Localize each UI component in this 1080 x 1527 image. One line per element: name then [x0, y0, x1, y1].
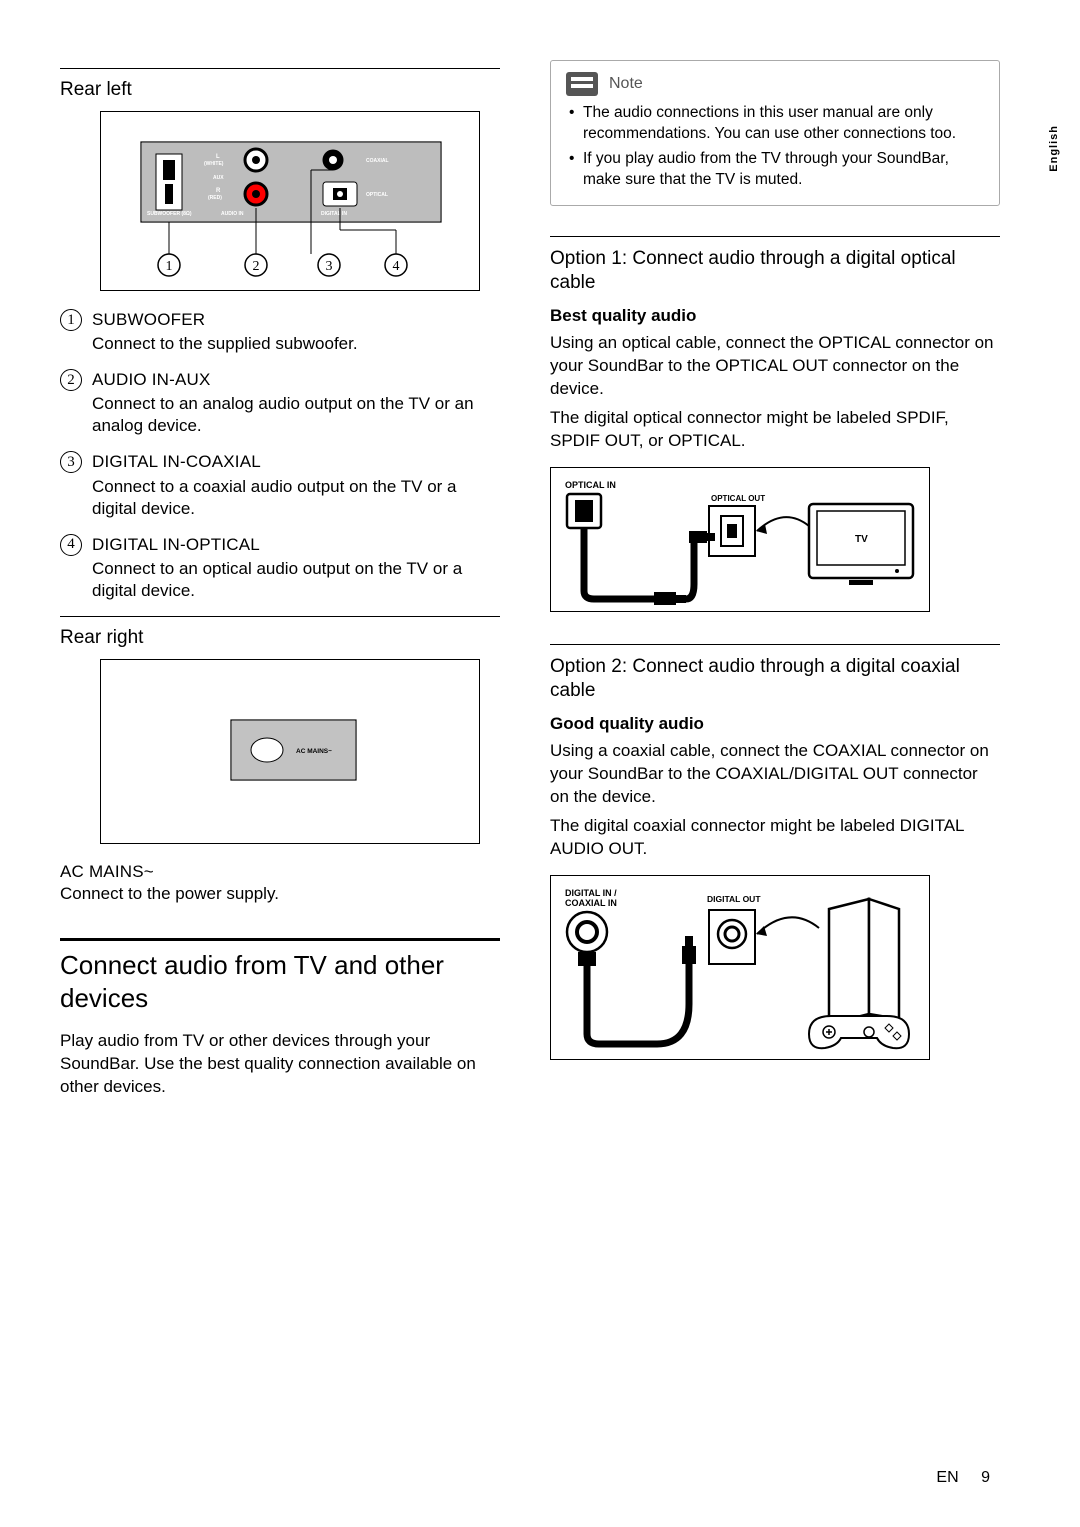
option2-diagram: DIGITAL IN / COAXIAL IN DIGITAL OUT	[550, 875, 930, 1060]
svg-text:DIGITAL IN: DIGITAL IN	[321, 211, 347, 217]
svg-text:TV: TV	[855, 534, 868, 545]
callout-3: 3	[60, 451, 82, 473]
rear-left-diagram: L (WHITE) AUX R (RED) AUDIO IN COAXIAL O…	[100, 111, 480, 291]
rule	[60, 68, 500, 69]
item-title: DIGITAL IN-OPTICAL	[92, 534, 500, 556]
svg-text:OPTICAL: OPTICAL	[366, 192, 388, 198]
svg-text:DIGITAL IN /: DIGITAL IN /	[565, 888, 617, 898]
callout-2: 2	[60, 369, 82, 391]
svg-text:R: R	[216, 188, 221, 194]
option2-heading: Option 2: Connect audio through a digita…	[550, 655, 1000, 704]
option1-heading: Option 1: Connect audio through a digita…	[550, 247, 1000, 296]
item-desc: Connect to an optical audio output on th…	[92, 558, 500, 602]
item-desc: Connect to the supplied subwoofer.	[92, 333, 358, 355]
footer-lang: EN	[936, 1469, 958, 1486]
svg-text:3: 3	[326, 259, 333, 274]
page-columns: Rear left	[60, 60, 1025, 1105]
connect-body: Play audio from TV or other devices thro…	[60, 1030, 500, 1099]
option1-body2: The digital optical connector might be l…	[550, 407, 1000, 453]
item-digital-in-coaxial: 3 DIGITAL IN-COAXIAL Connect to a coaxia…	[60, 451, 500, 519]
item-audio-in-aux: 2 AUDIO IN-AUX Connect to an analog audi…	[60, 369, 500, 437]
option1-body1: Using an optical cable, connect the OPTI…	[550, 332, 1000, 401]
rule-thick	[60, 938, 500, 941]
svg-text:SUBWOOFER (8Ω): SUBWOOFER (8Ω)	[147, 211, 192, 217]
rear-left-heading: Rear left	[60, 79, 500, 101]
svg-text:AC MAINS~: AC MAINS~	[296, 748, 332, 755]
svg-text:OPTICAL IN: OPTICAL IN	[565, 480, 616, 490]
rule	[60, 616, 500, 617]
rear-right-diagram: AC MAINS~	[100, 659, 480, 844]
footer-page-number: 9	[981, 1469, 990, 1486]
rear-right-heading: Rear right	[60, 627, 500, 649]
language-tab: English	[1048, 125, 1060, 172]
svg-text:AUDIO IN: AUDIO IN	[221, 211, 244, 217]
option2-body1: Using a coaxial cable, connect the COAXI…	[550, 740, 1000, 809]
page-footer: EN 9	[936, 1469, 990, 1487]
svg-text:L: L	[216, 154, 220, 160]
svg-text:(RED): (RED)	[208, 195, 222, 201]
item-title: SUBWOOFER	[92, 309, 358, 331]
callout-4: 4	[60, 534, 82, 556]
svg-text:(WHITE): (WHITE)	[204, 161, 224, 167]
item-title: AC MAINS~	[60, 862, 500, 882]
svg-text:COAXIAL: COAXIAL	[366, 158, 389, 164]
note-box: Note The audio connections in this user …	[550, 60, 1000, 206]
item-desc: Connect to a coaxial audio output on the…	[92, 476, 500, 520]
connect-heading: Connect audio from TV and other devices	[60, 949, 500, 1014]
ac-mains-block: AC MAINS~ Connect to the power supply.	[60, 862, 500, 904]
note-title: Note	[609, 75, 643, 93]
left-column: Rear left	[60, 60, 500, 1105]
right-column: Note The audio connections in this user …	[550, 60, 1000, 1105]
option2-body2: The digital coaxial connector might be l…	[550, 815, 1000, 861]
note-icon	[565, 71, 599, 97]
option1-sub: Best quality audio	[550, 306, 1000, 326]
note-bullet: The audio connections in this user manua…	[565, 103, 985, 145]
option1-diagram: OPTICAL IN OPTICAL OUT TV	[550, 467, 930, 612]
item-desc: Connect to an analog audio output on the…	[92, 393, 500, 437]
callout-1: 1	[60, 309, 82, 331]
svg-text:1: 1	[166, 259, 173, 274]
svg-text:OPTICAL OUT: OPTICAL OUT	[711, 494, 765, 503]
svg-text:COAXIAL IN: COAXIAL IN	[565, 898, 617, 908]
rule	[550, 236, 1000, 237]
option2-sub: Good quality audio	[550, 714, 1000, 734]
item-title: DIGITAL IN-COAXIAL	[92, 451, 500, 473]
item-digital-in-optical: 4 DIGITAL IN-OPTICAL Connect to an optic…	[60, 534, 500, 602]
item-title: AUDIO IN-AUX	[92, 369, 500, 391]
item-desc: Connect to the power supply.	[60, 884, 500, 904]
rule	[550, 644, 1000, 645]
svg-text:AUX: AUX	[213, 175, 224, 181]
svg-text:4: 4	[393, 259, 400, 274]
svg-text:2: 2	[253, 259, 260, 274]
svg-text:DIGITAL OUT: DIGITAL OUT	[707, 894, 761, 904]
item-subwoofer: 1 SUBWOOFER Connect to the supplied subw…	[60, 309, 500, 355]
note-bullet: If you play audio from the TV through yo…	[565, 149, 985, 191]
